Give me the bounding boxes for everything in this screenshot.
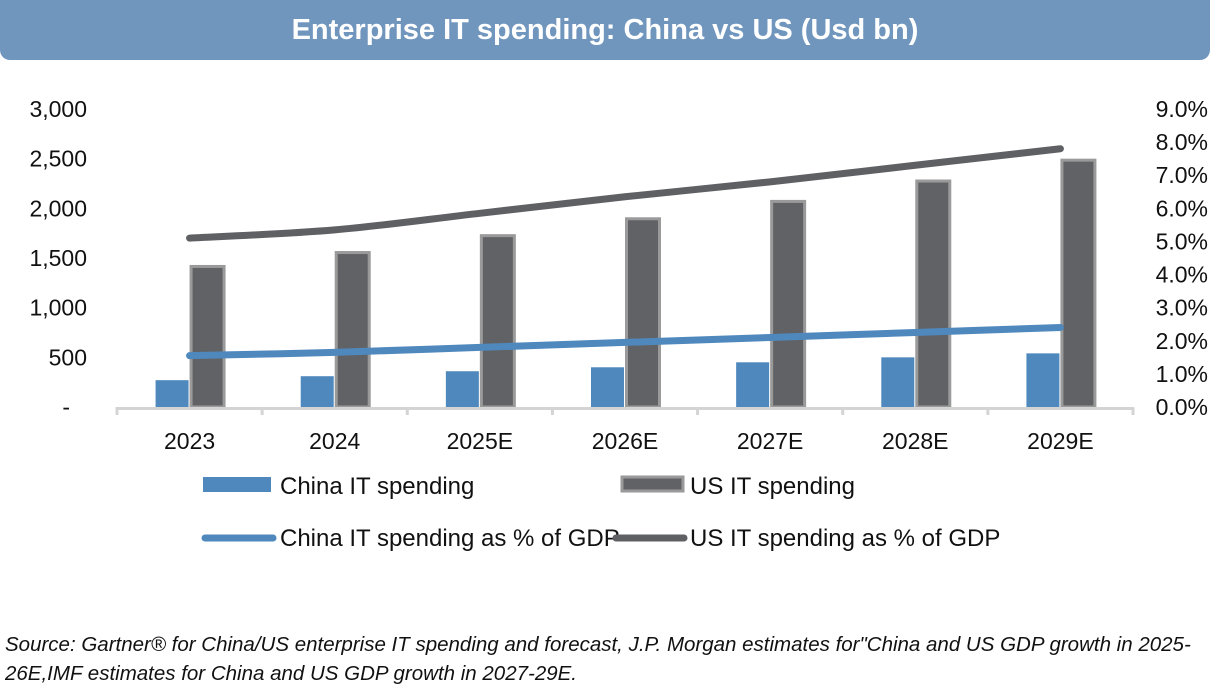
- china-it-spending-bar: [155, 380, 189, 407]
- us-it-spending-bar: [1060, 158, 1097, 409]
- china-it-spending-bar: [445, 371, 479, 407]
- x-axis-tick-label: 2026E: [592, 428, 659, 454]
- right-axis-tick-label: 4.0%: [1156, 262, 1208, 288]
- line-series: [186, 145, 1064, 360]
- china-it-spending-bar: [736, 362, 770, 407]
- left-axis-tick-label: 1,000: [29, 295, 87, 321]
- right-axis-ticks: 0.0% 1.0% 2.0% 3.0% 4.0% 5.0% 6.0% 7.0% 8.0% 9.0%: [1156, 96, 1208, 420]
- right-axis-tick-label: 2.0%: [1156, 328, 1208, 354]
- china-it-spending-bar: [1026, 353, 1060, 407]
- x-axis-tick-label: 2028E: [882, 428, 949, 454]
- combo-chart: - 500 1,000 1,500 2,000 2,500 3,000 0.0% 1.0% 2.…: [29, 96, 1208, 552]
- left-axis-tick-label: 2,500: [29, 146, 87, 172]
- china-it-spending-bar: [881, 357, 915, 407]
- left-axis-tick-label: 3,000: [29, 96, 87, 122]
- china-it-spending-bar: [591, 367, 624, 407]
- right-axis-tick-label: 8.0%: [1156, 129, 1208, 155]
- legend-label-us-bar: US IT spending: [690, 473, 855, 500]
- right-axis-tick-label: 5.0%: [1156, 228, 1208, 254]
- right-axis-tick-label: 6.0%: [1156, 195, 1208, 221]
- right-axis-tick-label: 9.0%: [1156, 96, 1208, 122]
- chart-title: Enterprise IT spending: China vs US (Usd…: [291, 13, 919, 46]
- left-axis-ticks: - 500 1,000 1,500 2,000 2,500 3,000: [29, 96, 87, 420]
- right-axis-tick-label: 0.0%: [1156, 394, 1208, 420]
- bar-series: [155, 158, 1097, 409]
- legend-label-us-line: US IT spending as % of GDP: [690, 525, 1000, 552]
- left-axis-tick-label: 2,000: [29, 195, 87, 221]
- right-axis-tick-label: 7.0%: [1156, 162, 1208, 188]
- left-axis-tick-label: 500: [49, 344, 87, 370]
- x-axis-tick-label: 2027E: [737, 428, 804, 454]
- x-axis-tick-label: 2029E: [1027, 428, 1094, 454]
- us-it-spending-bar: [334, 251, 371, 409]
- us-it-spending-bar: [625, 217, 661, 409]
- x-axis-tick-label: 2025E: [447, 428, 514, 454]
- x-axis: 2023 2024 2025E 2026E 2027E 2028E 2029E: [115, 407, 1135, 454]
- china-it-spending-bar: [300, 376, 334, 407]
- legend: China IT spending US IT spending China I…: [201, 473, 1000, 552]
- legend-label-china-line: China IT spending as % of GDP: [280, 525, 620, 552]
- us-it-spending-bar: [770, 199, 807, 409]
- right-axis-tick-label: 1.0%: [1156, 361, 1208, 387]
- us-it-spending-bar: [915, 179, 952, 409]
- left-axis-tick-label: 1,500: [29, 245, 87, 271]
- chart-title-bar: Enterprise IT spending: China vs US (Usd…: [0, 0, 1210, 60]
- source-note: Source: Gartner® for China/US enterprise…: [5, 633, 1191, 685]
- legend-swatch-china-bar: [203, 477, 271, 492]
- left-axis-tick-label: -: [62, 394, 70, 420]
- us-it-spending-bar: [189, 264, 226, 409]
- us-gdp-share-line: [186, 145, 1064, 242]
- right-axis-tick-label: 3.0%: [1156, 295, 1208, 321]
- x-axis-tick-label: 2023: [164, 428, 215, 454]
- china-gdp-share-line: [186, 324, 1064, 360]
- legend-swatch-us-bar: [620, 475, 685, 493]
- us-it-spending-bar: [479, 234, 516, 409]
- legend-label-china-bar: China IT spending: [280, 473, 474, 500]
- x-axis-tick-label: 2024: [309, 428, 360, 454]
